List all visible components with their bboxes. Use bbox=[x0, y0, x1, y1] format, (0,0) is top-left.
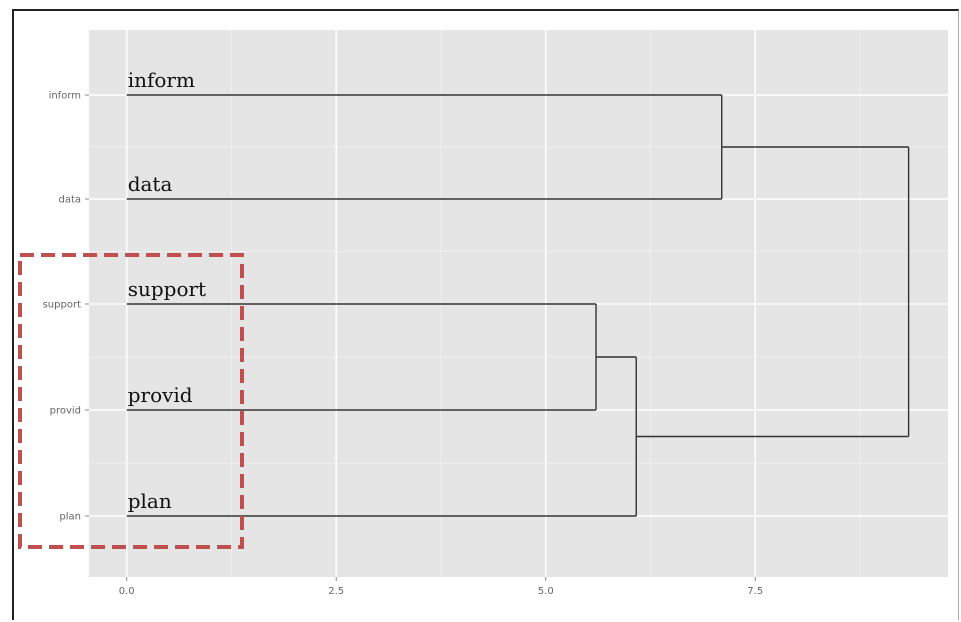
x-tick-label-2: 5.0 bbox=[538, 586, 554, 597]
leaf-label-inform: inform bbox=[128, 68, 195, 92]
x-tick-label-3: 7.5 bbox=[747, 586, 763, 597]
x-tick-label-1: 2.5 bbox=[328, 586, 344, 597]
x-tick-label-0: 0.0 bbox=[119, 586, 135, 597]
y-axis: inform data support provid plan bbox=[43, 91, 89, 523]
leaf-label-support: support bbox=[128, 277, 206, 301]
dendrogram-branches bbox=[126, 94, 910, 517]
leaf-labels: inform data support provid plan bbox=[128, 68, 206, 513]
y-tick-label-data: data bbox=[58, 195, 81, 206]
highlight-box bbox=[18, 253, 244, 549]
leaf-label-provid: provid bbox=[128, 383, 193, 407]
y-tick-label-support: support bbox=[43, 300, 81, 311]
x-axis: 0.0 2.5 5.0 7.5 bbox=[119, 577, 763, 597]
leaf-label-data: data bbox=[128, 172, 173, 196]
y-tick-label-plan: plan bbox=[59, 512, 81, 523]
y-tick-label-inform: inform bbox=[49, 91, 81, 102]
leaf-label-plan: plan bbox=[128, 489, 172, 513]
y-tick-label-provid: provid bbox=[50, 406, 81, 417]
